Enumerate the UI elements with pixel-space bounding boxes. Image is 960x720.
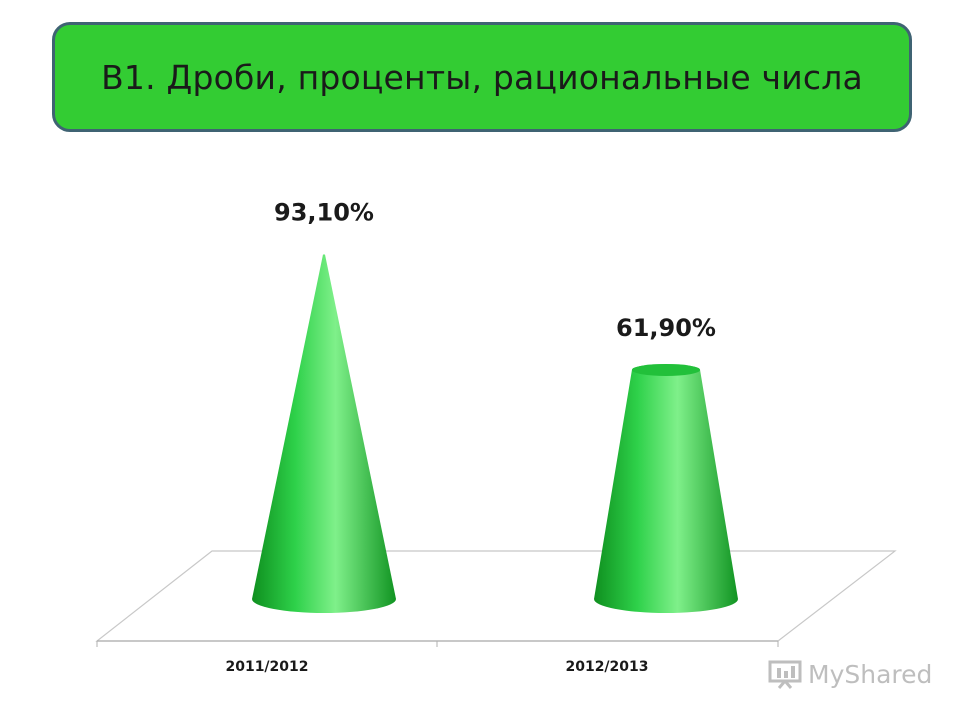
page-title: B1. Дроби, проценты, рациональные числа [101,57,863,97]
watermark-text: MyShared [808,659,933,689]
x-tick-label: 2012/2013 [565,659,648,675]
data-label: 93,10% [274,199,374,227]
cone-bar-2012/2013 [594,363,738,613]
cone-top-2012/2013 [631,363,701,376]
watermark: MyShared [768,656,932,692]
cone-bar-2011/2012 [252,254,396,613]
data-label: 61,90% [616,314,716,342]
x-tick-label: 2011/2012 [225,659,308,675]
presentation-icon [768,660,802,689]
title-banner: B1. Дроби, проценты, рациональные числа [52,22,912,132]
chart-floor [95,550,897,642]
